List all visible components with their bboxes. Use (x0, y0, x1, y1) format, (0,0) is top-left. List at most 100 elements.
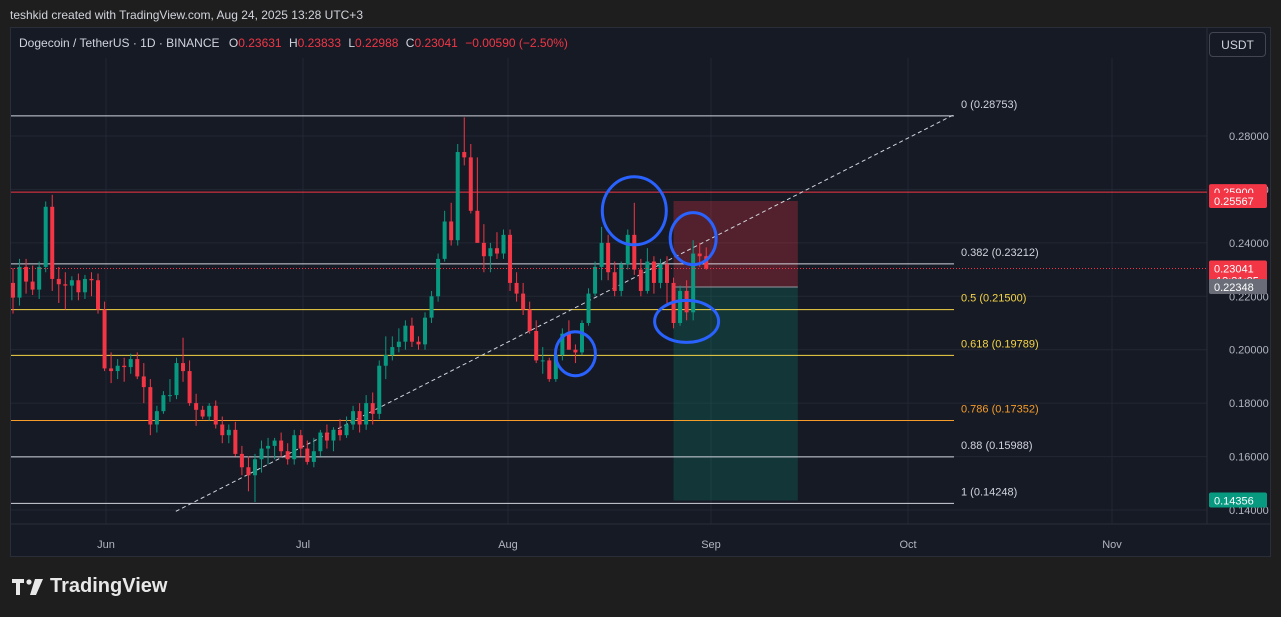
candle-body (540, 360, 545, 362)
chart-credit: teshkid created with TradingView.com, Au… (10, 8, 363, 22)
candle-body (416, 341, 421, 345)
low-label: L (348, 36, 356, 50)
candle-body (207, 405, 212, 417)
candle-body (553, 355, 558, 380)
tradingview-logo[interactable]: TradingView (12, 575, 167, 598)
candle-body (534, 331, 539, 361)
open-value: 0.23631 (238, 36, 282, 50)
candle-body (63, 284, 68, 286)
price-label-text: 0.25567 (1214, 196, 1254, 208)
candle-body (311, 451, 316, 462)
symbol-title: Dogecoin / TetherUS · 1D · BINANCE (19, 36, 220, 50)
candle-body (409, 325, 414, 342)
time-tick-label: Sep (701, 539, 721, 551)
candle-body (194, 403, 199, 410)
candle-body (187, 371, 192, 404)
price-tick-label: 0.14000 (1229, 505, 1269, 517)
candle-body (122, 365, 127, 368)
candle-body (338, 429, 342, 436)
candle-body (573, 349, 578, 353)
candle-body (56, 278, 61, 285)
candle-body (468, 157, 473, 211)
position-target-zone (673, 286, 798, 501)
candle-body (331, 429, 336, 441)
chart-panel[interactable]: Dogecoin / TetherUS · 1D · BINANCE O0.23… (10, 27, 1271, 557)
candle-body (37, 266, 42, 290)
candle-body (30, 281, 35, 290)
candle-body (266, 445, 271, 449)
candle-body (128, 359, 133, 368)
price-label-text: 0.22348 (1214, 282, 1254, 294)
candle-body (82, 278, 87, 293)
candle-body (161, 395, 166, 412)
fib-level-label: 0 (0.28753) (961, 99, 1017, 111)
high-value: 0.23833 (297, 36, 342, 50)
candle-body (135, 359, 140, 377)
candle-body (76, 280, 81, 293)
change-value: −0.00590 (−2.50%) (465, 36, 568, 50)
candle-body (593, 266, 598, 294)
candle-body (449, 221, 454, 241)
candle-body (429, 296, 434, 318)
candle-body (324, 432, 329, 441)
candle-body (351, 411, 356, 425)
candle-body (494, 248, 499, 254)
candle-body (501, 234, 506, 254)
candle-body (298, 435, 303, 449)
fib-level-label: 0.88 (0.15988) (961, 440, 1033, 452)
price-label-box (1209, 492, 1267, 508)
candle-body (220, 424, 225, 436)
candlestick-chart[interactable]: 0 (0.28753) 0.382 (0.23212) 0.5 (0.21500) 0… (11, 28, 1270, 556)
candle-body (625, 234, 630, 265)
candle-body (436, 258, 441, 297)
candle-body (612, 272, 617, 291)
candle-body (547, 360, 552, 380)
candle-body (508, 234, 513, 283)
candle-body (279, 440, 284, 452)
annotation-ellipse (553, 330, 597, 378)
low-value: 0.22988 (355, 36, 399, 50)
time-tick-label: Aug (498, 539, 518, 551)
candle-body (305, 448, 310, 462)
candle-body (462, 152, 467, 158)
candle-body (17, 266, 22, 298)
candle-body (678, 290, 683, 323)
candle-body (377, 365, 382, 414)
symbol-legend: Dogecoin / TetherUS · 1D · BINANCE O0.23… (19, 36, 568, 50)
candle-body (102, 309, 107, 369)
candle-body (148, 387, 153, 425)
candle-body (24, 266, 29, 282)
price-tick-label: 0.22000 (1229, 291, 1269, 303)
candle-body (475, 210, 480, 243)
candle-body (89, 278, 94, 281)
candle-body (233, 429, 238, 454)
candle-body (514, 282, 519, 294)
time-tick-label: Nov (1102, 539, 1122, 551)
candle-body (69, 280, 74, 286)
candle-body (697, 253, 702, 257)
candle-body (272, 440, 277, 446)
candle-body (390, 347, 395, 356)
candle-body (579, 323, 584, 353)
fib-level-label: 0.786 (0.17352) (961, 403, 1039, 415)
currency-button[interactable]: USDT (1209, 32, 1266, 57)
open-label: O (228, 36, 239, 50)
candle-body (599, 242, 604, 267)
candle-body (396, 341, 401, 348)
candle-body (370, 403, 375, 414)
brand-name: TradingView (50, 575, 168, 597)
candle-body (115, 365, 120, 372)
candle-body (109, 368, 114, 372)
fib-level-label: 0.5 (0.21500) (961, 293, 1026, 305)
fib-level-label: 0.618 (0.19789) (961, 338, 1039, 350)
trendline (175, 114, 955, 512)
candle-body (638, 269, 643, 291)
candle-body (455, 152, 460, 241)
candle-body (259, 448, 264, 460)
high-label: H (288, 36, 298, 50)
candle-body (619, 264, 624, 291)
candle-body (200, 409, 205, 417)
price-tick-label: 0.18000 (1229, 398, 1269, 410)
candle-body (632, 234, 637, 270)
candle-body (383, 355, 388, 366)
